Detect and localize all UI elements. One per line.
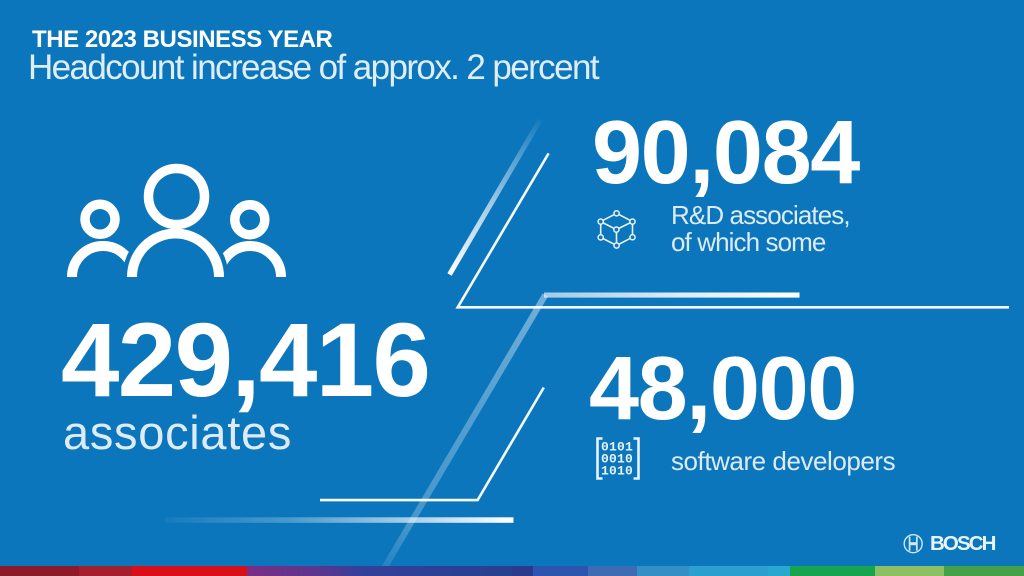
svg-text:0101: 0101 [601, 439, 633, 454]
svg-text:0010: 0010 [601, 451, 633, 466]
svg-text:1010: 1010 [601, 463, 633, 478]
